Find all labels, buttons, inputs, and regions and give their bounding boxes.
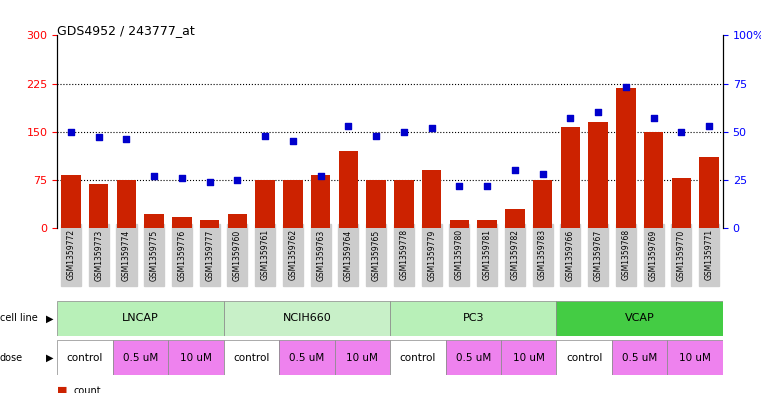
Bar [256,180,275,228]
Text: ▶: ▶ [46,353,53,363]
Bar [394,180,413,228]
Text: 10 uM: 10 uM [680,353,711,363]
Bar [422,170,441,228]
Bar [200,220,219,228]
Bar [224,340,279,375]
Point [537,171,549,177]
Bar [224,301,390,336]
Text: PC3: PC3 [463,313,484,323]
Point [648,115,660,121]
Bar [556,301,723,336]
Bar [505,209,524,228]
Point [619,84,632,90]
Text: 10 uM: 10 uM [513,353,545,363]
Bar [61,175,81,228]
Point [314,173,326,179]
Point [259,132,271,139]
Bar [699,157,719,228]
Text: 0.5 uM: 0.5 uM [622,353,658,363]
Bar [283,180,303,228]
Point [342,123,355,129]
Point [65,129,77,135]
Point [675,129,687,135]
Point [204,178,216,185]
Bar [477,220,497,228]
Text: 0.5 uM: 0.5 uM [123,353,158,363]
Bar [501,340,556,375]
Text: 10 uM: 10 uM [180,353,212,363]
Point [93,134,105,141]
Bar [667,340,723,375]
Text: GDS4952 / 243777_at: GDS4952 / 243777_at [57,24,195,37]
Text: ▶: ▶ [46,313,53,323]
Point [370,132,382,139]
Bar [556,340,612,375]
Text: 10 uM: 10 uM [346,353,378,363]
Bar [228,214,247,228]
Text: NCIH660: NCIH660 [282,313,331,323]
Point [398,129,410,135]
Bar [168,340,224,375]
Bar [145,214,164,228]
Bar [113,340,168,375]
Bar [116,180,136,228]
Text: cell line: cell line [0,313,38,323]
Bar [279,340,335,375]
Text: control: control [566,353,603,363]
Bar [612,340,667,375]
Bar [367,180,386,228]
Text: ■: ■ [57,386,68,393]
Text: control: control [400,353,436,363]
Bar [335,340,390,375]
Bar [588,122,608,228]
Point [120,136,132,143]
Point [481,182,493,189]
Point [231,176,244,183]
Bar [57,301,224,336]
Text: VCAP: VCAP [625,313,654,323]
Point [703,123,715,129]
Bar [390,301,556,336]
Text: LNCAP: LNCAP [122,313,159,323]
Point [176,175,188,181]
Text: control: control [233,353,269,363]
Point [509,167,521,173]
Bar [172,217,192,228]
Bar [390,340,445,375]
Point [425,125,438,131]
Bar [450,220,469,228]
Bar [533,180,552,228]
Bar [616,88,635,228]
Point [592,109,604,116]
Text: 0.5 uM: 0.5 uM [289,353,324,363]
Bar [339,151,358,228]
Bar [89,184,108,228]
Text: dose: dose [0,353,23,363]
Bar [57,340,113,375]
Bar [644,132,664,228]
Point [564,115,576,121]
Point [454,182,466,189]
Bar [445,340,501,375]
Text: control: control [67,353,103,363]
Bar [311,175,330,228]
Text: 0.5 uM: 0.5 uM [456,353,491,363]
Bar [672,178,691,228]
Point [148,173,161,179]
Point [287,138,299,144]
Text: count: count [74,386,101,393]
Bar [561,127,580,228]
